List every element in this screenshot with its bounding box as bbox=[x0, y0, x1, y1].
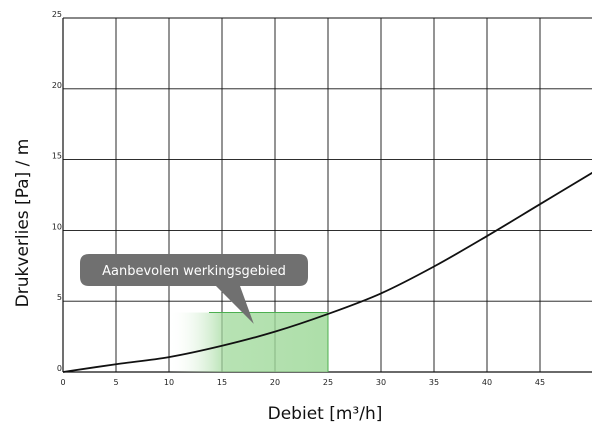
x-tick-label: 25 bbox=[323, 378, 333, 387]
y-tick-label: 5 bbox=[57, 293, 62, 302]
x-tick-label: 20 bbox=[270, 378, 280, 387]
y-tick-label: 10 bbox=[52, 222, 62, 231]
x-tick-label: 15 bbox=[217, 378, 227, 387]
x-tick-label: 45 bbox=[535, 378, 545, 387]
grid bbox=[62, 17, 592, 373]
x-tick-label: 10 bbox=[164, 378, 174, 387]
x-axis-title: Debiet [m³/h] bbox=[268, 404, 383, 423]
y-tick-label: 15 bbox=[52, 152, 62, 161]
series-group bbox=[62, 171, 592, 373]
x-tick-labels: 0 5 10 15 20 25 30 35 40 45 bbox=[60, 378, 545, 387]
y-tick-label: 20 bbox=[52, 81, 62, 90]
annotation-text: Aanbevolen werkingsgebied bbox=[102, 264, 286, 279]
x-tick-label: 0 bbox=[60, 378, 65, 387]
x-tick-label: 35 bbox=[429, 378, 439, 387]
annotation-callout: Aanbevolen werkingsgebied bbox=[80, 254, 308, 324]
x-tick-label: 30 bbox=[376, 378, 386, 387]
y-tick-label: 0 bbox=[57, 364, 62, 373]
y-tick-label: 25 bbox=[52, 10, 62, 19]
x-tick-label: 5 bbox=[113, 378, 118, 387]
series-line bbox=[62, 171, 592, 373]
y-tick-labels: 0 5 10 15 20 25 bbox=[52, 10, 62, 373]
y-axis-title: Drukverlies [Pa] / m bbox=[13, 139, 33, 308]
annotation-bubble bbox=[80, 254, 308, 324]
x-tick-label: 40 bbox=[482, 378, 492, 387]
